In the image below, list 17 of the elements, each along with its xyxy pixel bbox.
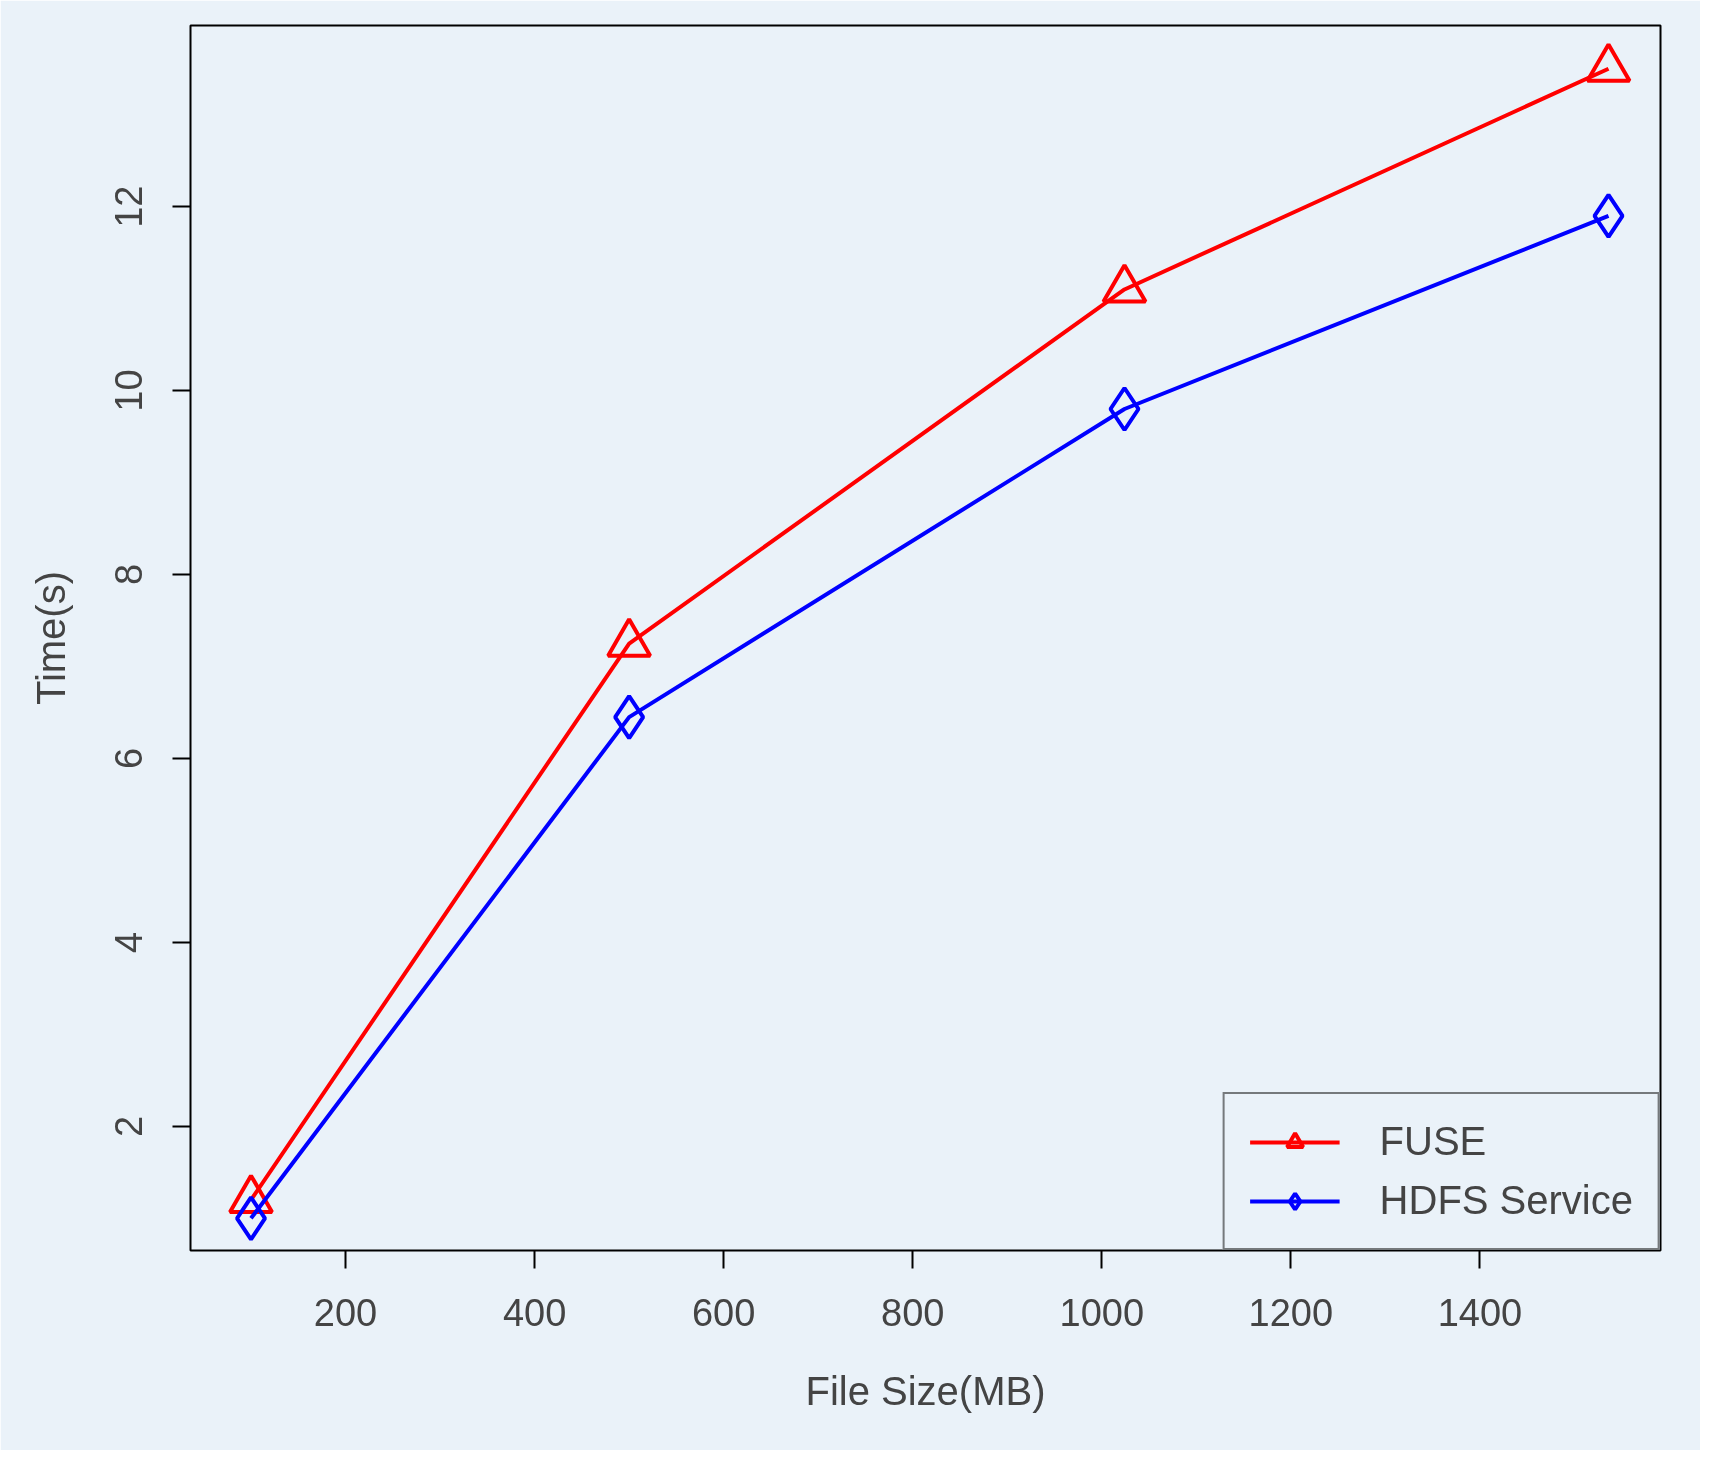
x-tick-label: 800 bbox=[881, 1291, 945, 1334]
x-tick-label: 1200 bbox=[1248, 1291, 1334, 1334]
y-axis-title: Time(s) bbox=[28, 570, 73, 706]
y-tick-label: 8 bbox=[108, 563, 151, 586]
legend-label: FUSE bbox=[1379, 1119, 1487, 1164]
x-tick-label: 1000 bbox=[1059, 1291, 1145, 1334]
y-tick-label: 2 bbox=[108, 1115, 151, 1137]
y-tick-label: 4 bbox=[108, 931, 151, 953]
y-tick-label: 10 bbox=[108, 369, 151, 412]
y-tick-label: 6 bbox=[108, 747, 151, 770]
x-axis-title: File Size(MB) bbox=[805, 1368, 1046, 1413]
x-tick-label: 600 bbox=[691, 1291, 756, 1334]
y-tick-label: 12 bbox=[108, 185, 151, 228]
x-tick-label: 400 bbox=[502, 1291, 567, 1334]
legend-label: HDFS Service bbox=[1379, 1178, 1633, 1223]
x-tick-label: 1400 bbox=[1437, 1291, 1523, 1334]
x-tick-label: 200 bbox=[313, 1291, 378, 1334]
